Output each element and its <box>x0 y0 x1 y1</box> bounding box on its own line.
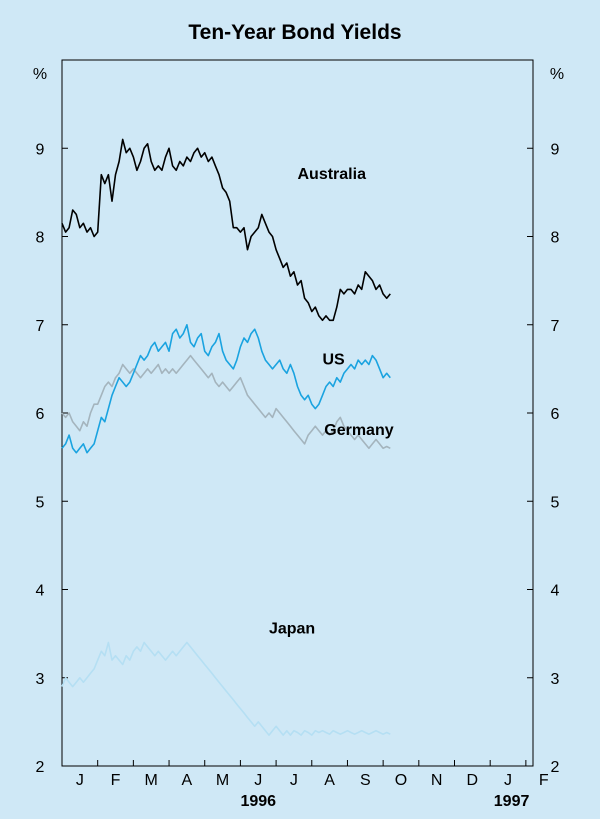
series-label-us: US <box>322 351 345 368</box>
plot-frame <box>61 59 534 767</box>
y-tick-label-left: 8 <box>36 230 45 247</box>
y-tick-label-left: 5 <box>36 494 45 511</box>
x-tick-label: O <box>395 772 407 789</box>
x-axis-ticks: J F M A M J J A S O N D J F 1996 1997 <box>61 760 549 810</box>
x-tick-label: F <box>539 772 549 789</box>
x-tick-label: S <box>360 772 371 789</box>
y-tick-label-right: 9 <box>551 141 560 158</box>
y-tick-label-left: 6 <box>36 406 45 423</box>
series-label-germany: Germany <box>324 422 393 439</box>
y-axis-ticks: 2 2 3 3 4 4 5 5 6 6 7 7 8 8 9 9 <box>36 141 560 776</box>
x-tick-label: M <box>216 772 229 789</box>
x-tick-label: N <box>431 772 443 789</box>
y-tick-label-right: 4 <box>551 583 560 600</box>
series-labels: Japan Germany US Australia <box>269 166 394 637</box>
y-axis-unit-left: % <box>33 66 47 83</box>
y-tick-label-right: 7 <box>551 318 560 335</box>
y-tick-label-left: 2 <box>36 759 45 776</box>
series-layer <box>61 138 391 736</box>
y-tick-label-left: 9 <box>36 141 45 158</box>
x-tick-label: J <box>76 772 84 789</box>
series-line-germany <box>61 354 391 450</box>
y-axis-unit-right: % <box>550 66 564 83</box>
y-tick-label-left: 3 <box>36 671 45 688</box>
chart-title: Ten-Year Bond Yields <box>188 21 401 44</box>
series-line-australia <box>61 138 391 322</box>
x-tick-label: D <box>467 772 479 789</box>
x-tick-label: J <box>290 772 298 789</box>
x-tick-label: J <box>504 772 512 789</box>
series-label-australia: Australia <box>298 166 367 183</box>
y-tick-label-right: 5 <box>551 494 560 511</box>
y-tick-label-right: 3 <box>551 671 560 688</box>
y-tick-label-right: 2 <box>551 759 560 776</box>
y-tick-label-left: 4 <box>36 583 45 600</box>
series-line-japan <box>61 641 391 736</box>
series-label-japan: Japan <box>269 621 315 638</box>
y-tick-label-right: 6 <box>551 406 560 423</box>
y-tick-label-right: 8 <box>551 230 560 247</box>
x-tick-label: A <box>324 772 335 789</box>
x-year-label: 1997 <box>494 793 530 810</box>
y-tick-label-left: 7 <box>36 318 45 335</box>
x-tick-label: J <box>254 772 262 789</box>
x-tick-label: A <box>182 772 193 789</box>
x-tick-label: M <box>145 772 158 789</box>
series-line-us <box>61 324 391 454</box>
x-tick-label: F <box>111 772 121 789</box>
x-year-label: 1996 <box>240 793 276 810</box>
